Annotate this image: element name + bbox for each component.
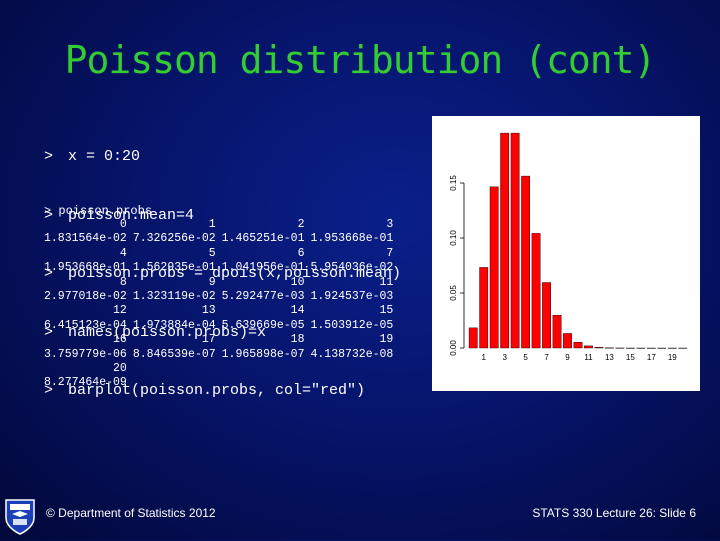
output-cell: 8.277464e-09 bbox=[44, 376, 127, 390]
footer-copyright: © Department of Statistics 2012 bbox=[46, 506, 216, 520]
output-cell bbox=[127, 362, 216, 376]
output-cell bbox=[304, 362, 393, 376]
output-cell bbox=[216, 376, 305, 390]
output-cell: 3.759779e-06 bbox=[44, 348, 127, 362]
x-tick-label: 9 bbox=[565, 353, 570, 362]
output-cell: 11 bbox=[304, 276, 393, 290]
output-cell: 6 bbox=[216, 247, 305, 261]
bar-6 bbox=[532, 233, 540, 348]
output-cell: 18 bbox=[216, 333, 305, 347]
bar-9 bbox=[563, 333, 571, 348]
output-cell: 1 bbox=[127, 218, 216, 232]
x-tick-label: 5 bbox=[523, 353, 528, 362]
output-cell: 19 bbox=[304, 333, 393, 347]
output-cell: 1.924537e-03 bbox=[304, 290, 393, 304]
output-cell bbox=[216, 362, 305, 376]
output-cell: 7.326256e-02 bbox=[127, 232, 216, 246]
output-cell: 3 bbox=[304, 218, 393, 232]
bar-12 bbox=[595, 347, 603, 348]
output-cell: 1.465251e-01 bbox=[216, 232, 305, 246]
output-cell: 5 bbox=[127, 247, 216, 261]
output-cell: 4.138732e-08 bbox=[304, 348, 393, 362]
output-prompt: > poisson.probs bbox=[44, 204, 152, 218]
bar-4 bbox=[511, 133, 519, 348]
bar-8 bbox=[553, 315, 561, 348]
output-values-row: 8.277464e-09 bbox=[44, 376, 393, 390]
output-cell: 9 bbox=[127, 276, 216, 290]
output-cell: 0 bbox=[44, 218, 127, 232]
bar-11 bbox=[584, 346, 592, 348]
bar-2 bbox=[490, 187, 498, 348]
bar-5 bbox=[521, 176, 529, 348]
output-cell: 8 bbox=[44, 276, 127, 290]
x-tick-label: 3 bbox=[502, 353, 507, 362]
output-cell: 1.831564e-02 bbox=[44, 232, 127, 246]
output-cell: 17 bbox=[127, 333, 216, 347]
x-tick-label: 13 bbox=[605, 353, 614, 362]
y-tick-label: 0.00 bbox=[449, 340, 458, 356]
x-tick-label: 15 bbox=[626, 353, 635, 362]
output-cell: 5.954036e-02 bbox=[304, 261, 393, 275]
output-cell: 1.965898e-07 bbox=[216, 348, 305, 362]
slide-title: Poisson distribution (cont) bbox=[0, 38, 720, 82]
output-cell: 1.973884e-04 bbox=[127, 319, 216, 333]
output-cell: 6.415123e-04 bbox=[44, 319, 127, 333]
output-cell: 1.953668e-01 bbox=[44, 261, 127, 275]
output-cell: 1.562935e-01 bbox=[127, 261, 216, 275]
output-cell: 5.292477e-03 bbox=[216, 290, 305, 304]
output-cell: 16 bbox=[44, 333, 127, 347]
bar-1 bbox=[480, 267, 488, 348]
output-cell: 8.846539e-07 bbox=[127, 348, 216, 362]
output-cell: 20 bbox=[44, 362, 127, 376]
y-tick-label: 0.10 bbox=[449, 230, 458, 246]
output-cell: 7 bbox=[304, 247, 393, 261]
output-cell: 4 bbox=[44, 247, 127, 261]
bar-3 bbox=[500, 133, 508, 348]
bar-10 bbox=[574, 342, 582, 348]
output-cell: 1.323119e-02 bbox=[127, 290, 216, 304]
output-cell bbox=[127, 376, 216, 390]
x-tick-label: 1 bbox=[481, 353, 486, 362]
output-cell: 10 bbox=[216, 276, 305, 290]
output-names-row: 20 bbox=[44, 362, 393, 376]
output-cell: 13 bbox=[127, 304, 216, 318]
output-cell: 1.041956e-01 bbox=[216, 261, 305, 275]
bar-0 bbox=[469, 328, 477, 348]
prompt-symbol: > bbox=[44, 147, 68, 167]
x-tick-label: 19 bbox=[668, 353, 677, 362]
code-line: >x = 0:20 bbox=[44, 147, 401, 167]
university-crest-icon bbox=[4, 498, 36, 541]
x-tick-label: 11 bbox=[584, 353, 593, 362]
output-cell: 1.953668e-01 bbox=[304, 232, 393, 246]
bar-7 bbox=[542, 283, 550, 348]
output-cell: 2 bbox=[216, 218, 305, 232]
output-cell: 12 bbox=[44, 304, 127, 318]
output-cell: 1.503912e-05 bbox=[304, 319, 393, 333]
output-cell bbox=[304, 376, 393, 390]
output-cell: 2.977018e-02 bbox=[44, 290, 127, 304]
footer-slide-info: STATS 330 Lecture 26: Slide 6 bbox=[532, 506, 696, 520]
y-tick-label: 0.15 bbox=[449, 175, 458, 191]
output-cell: 15 bbox=[304, 304, 393, 318]
x-tick-label: 17 bbox=[647, 353, 656, 362]
output-cell: 5.639669e-05 bbox=[216, 319, 305, 333]
output-cell: 14 bbox=[216, 304, 305, 318]
y-tick-label: 0.05 bbox=[449, 285, 458, 301]
x-tick-label: 7 bbox=[544, 353, 549, 362]
